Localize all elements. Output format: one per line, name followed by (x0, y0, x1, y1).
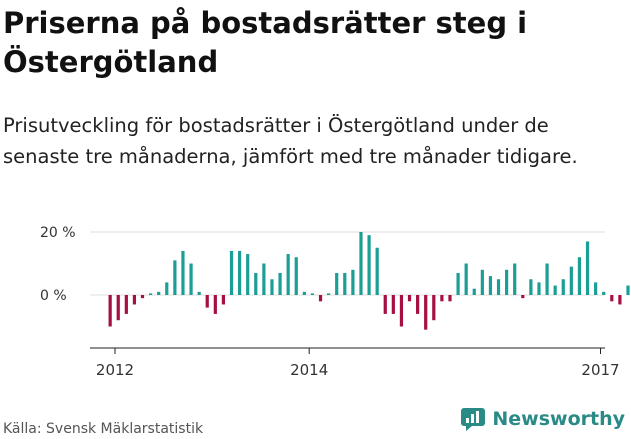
bar (310, 293, 315, 295)
bar (262, 263, 266, 295)
bar (116, 295, 120, 321)
bar (513, 263, 517, 295)
bar (569, 266, 573, 295)
bar (585, 241, 590, 295)
bar (537, 282, 541, 295)
y-tick-label: 0 % (40, 288, 67, 304)
bar (286, 254, 290, 295)
bar (140, 295, 145, 299)
bar (270, 279, 274, 295)
bar (278, 272, 282, 295)
bar (189, 263, 193, 295)
bar (496, 279, 501, 295)
bar (602, 291, 606, 295)
bar (464, 263, 468, 295)
bar (456, 272, 460, 295)
bar (359, 232, 363, 295)
x-tick-label: 2012 (96, 361, 134, 379)
bar (505, 269, 509, 295)
x-tick-label: 2017 (581, 361, 619, 379)
y-tick-label: 20 % (40, 225, 76, 241)
bar (157, 291, 161, 295)
bar (343, 272, 347, 295)
bar (488, 276, 493, 295)
bar (391, 295, 395, 314)
bar (440, 295, 444, 302)
bar (302, 291, 306, 295)
bar (165, 282, 169, 295)
bar (521, 295, 525, 299)
bar (335, 272, 339, 295)
bar (124, 295, 128, 314)
bar (327, 293, 331, 295)
bar (318, 295, 323, 302)
bar (626, 285, 630, 295)
bar (221, 295, 226, 305)
bar (448, 295, 452, 302)
bar (108, 295, 112, 327)
bar (205, 295, 209, 308)
bar (618, 295, 622, 305)
chart-subtitle: Prisutveckling för bostadsrätter i Öster… (3, 114, 578, 168)
bar (424, 295, 428, 330)
bar (213, 295, 217, 314)
bar (238, 250, 242, 295)
bar (553, 285, 557, 295)
bar (594, 282, 598, 295)
bar (375, 247, 379, 295)
bar (149, 293, 153, 295)
chart-title: Priserna på bostadsrätter steg i Östergö… (3, 6, 528, 79)
bar (383, 295, 387, 314)
newsworthy-logo: Newsworthy (460, 407, 625, 431)
bar (480, 269, 484, 295)
bar (173, 260, 177, 295)
bar-chart: 0 %20 %2012201420172019202220242 % (40, 225, 630, 379)
bar (529, 279, 533, 295)
bar (545, 263, 549, 295)
bar (416, 295, 420, 314)
bar (399, 295, 404, 327)
newsworthy-icon (461, 408, 486, 431)
bar (197, 291, 201, 295)
bar (432, 295, 436, 321)
bar (351, 269, 355, 295)
bar (181, 250, 185, 295)
bar (407, 295, 412, 302)
bar (561, 279, 565, 295)
bar (132, 295, 137, 305)
bar (577, 257, 582, 295)
source-note: Källa: Svensk Mäklarstatistik (3, 421, 204, 437)
bar (246, 254, 250, 295)
x-tick-label: 2014 (290, 361, 328, 379)
bar (472, 288, 476, 295)
bar (367, 235, 371, 295)
bar (254, 272, 258, 295)
bar (294, 257, 298, 295)
newsworthy-wordmark: Newsworthy (492, 408, 625, 430)
bar (229, 250, 234, 295)
bar (610, 295, 614, 302)
